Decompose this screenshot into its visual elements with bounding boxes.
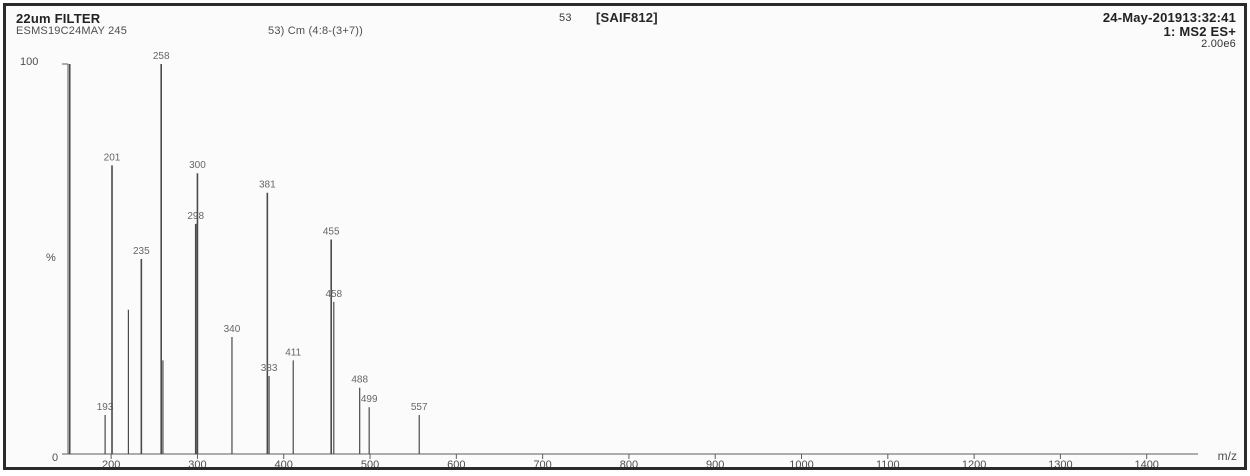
- x-tick-label-1100: 1100: [876, 459, 900, 467]
- x-tick-label-600: 600: [447, 459, 465, 467]
- peak-label-557: 557: [411, 402, 428, 413]
- peak-label-455: 455: [323, 227, 340, 238]
- peak-label-258: 258: [153, 51, 170, 62]
- peak-label-300: 300: [189, 160, 206, 171]
- peak-label-340: 340: [224, 324, 241, 335]
- peak-label-488: 488: [351, 375, 368, 386]
- peak-label-411: 411: [285, 347, 301, 358]
- x-tick-label-1400: 1400: [1134, 459, 1158, 467]
- peak-label-499: 499: [361, 394, 378, 405]
- peak-label-298: 298: [187, 211, 204, 222]
- x-tick-label-1200: 1200: [962, 459, 986, 467]
- x-tick-label-200: 200: [102, 459, 120, 467]
- peak-label-458: 458: [325, 289, 342, 300]
- x-tick-label-500: 500: [361, 459, 379, 467]
- mass-spectrum-chart: 200 300 400 500 600 700 800 900 1000 1100 1200 1300…: [6, 6, 1244, 467]
- x-tick-label-700: 700: [533, 459, 551, 467]
- x-tick-label-300: 300: [188, 459, 206, 467]
- x-tick-label-1300: 1300: [1048, 459, 1072, 467]
- peak-label-381: 381: [259, 180, 276, 191]
- peak-label-383: 383: [261, 363, 278, 374]
- x-tick-label-900: 900: [706, 459, 724, 467]
- peak-label-235: 235: [133, 246, 150, 257]
- spectrum-frame: 22um FILTER ESMS19C24MAY 245 53) Cm (4:8…: [3, 3, 1247, 470]
- x-tick-label-400: 400: [275, 459, 293, 467]
- peak-label-201: 201: [104, 152, 121, 163]
- x-tick-label-800: 800: [620, 459, 638, 467]
- x-tick-label-1000: 1000: [789, 459, 813, 467]
